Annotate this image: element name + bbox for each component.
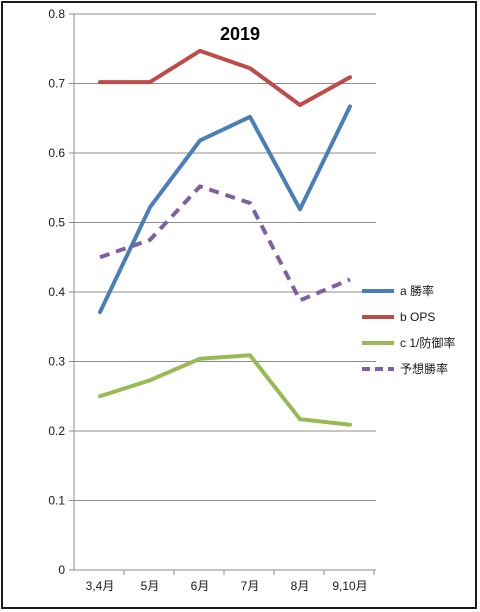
x-tick-label: 7月: [241, 579, 260, 593]
series-line-2: [98, 48, 352, 108]
y-tick-label: 0.5: [48, 216, 65, 230]
y-tick-label: 0.7: [48, 77, 65, 91]
axes: 0 0.1 0.2 0.3 0.4 0.5 0.6 0.7 0.8 3,4月 5月 6月 7月 8月 9,1…: [48, 7, 376, 593]
y-tick-label: 0.1: [48, 494, 65, 508]
x-tick-label: 5月: [141, 579, 160, 593]
legend-label-2: b OPS: [400, 310, 435, 324]
series-line-4: [99, 184, 351, 303]
legend-label-4: 予想勝率: [400, 361, 448, 376]
series-line-3: [98, 353, 352, 427]
y-tick-label: 0: [58, 563, 65, 577]
chart-title: 2019: [220, 24, 260, 44]
y-tick-label: 0.4: [48, 285, 65, 299]
series-lines: [98, 48, 352, 427]
x-tick-label: 6月: [191, 579, 210, 593]
x-tick-label: 9,10月: [332, 579, 367, 593]
y-tick-label: 0.3: [48, 355, 65, 369]
y-tick-label: 0.8: [48, 7, 65, 21]
y-tick-label: 0.6: [48, 146, 65, 160]
legend-label-1: a 勝率: [400, 283, 434, 298]
x-tick-label: 8月: [291, 579, 310, 593]
y-tick-label: 0.2: [48, 424, 65, 438]
x-tick-label: 3,4月: [86, 579, 115, 593]
series-line-1: [98, 104, 352, 315]
legend-label-3: c 1/防御率: [400, 335, 455, 350]
